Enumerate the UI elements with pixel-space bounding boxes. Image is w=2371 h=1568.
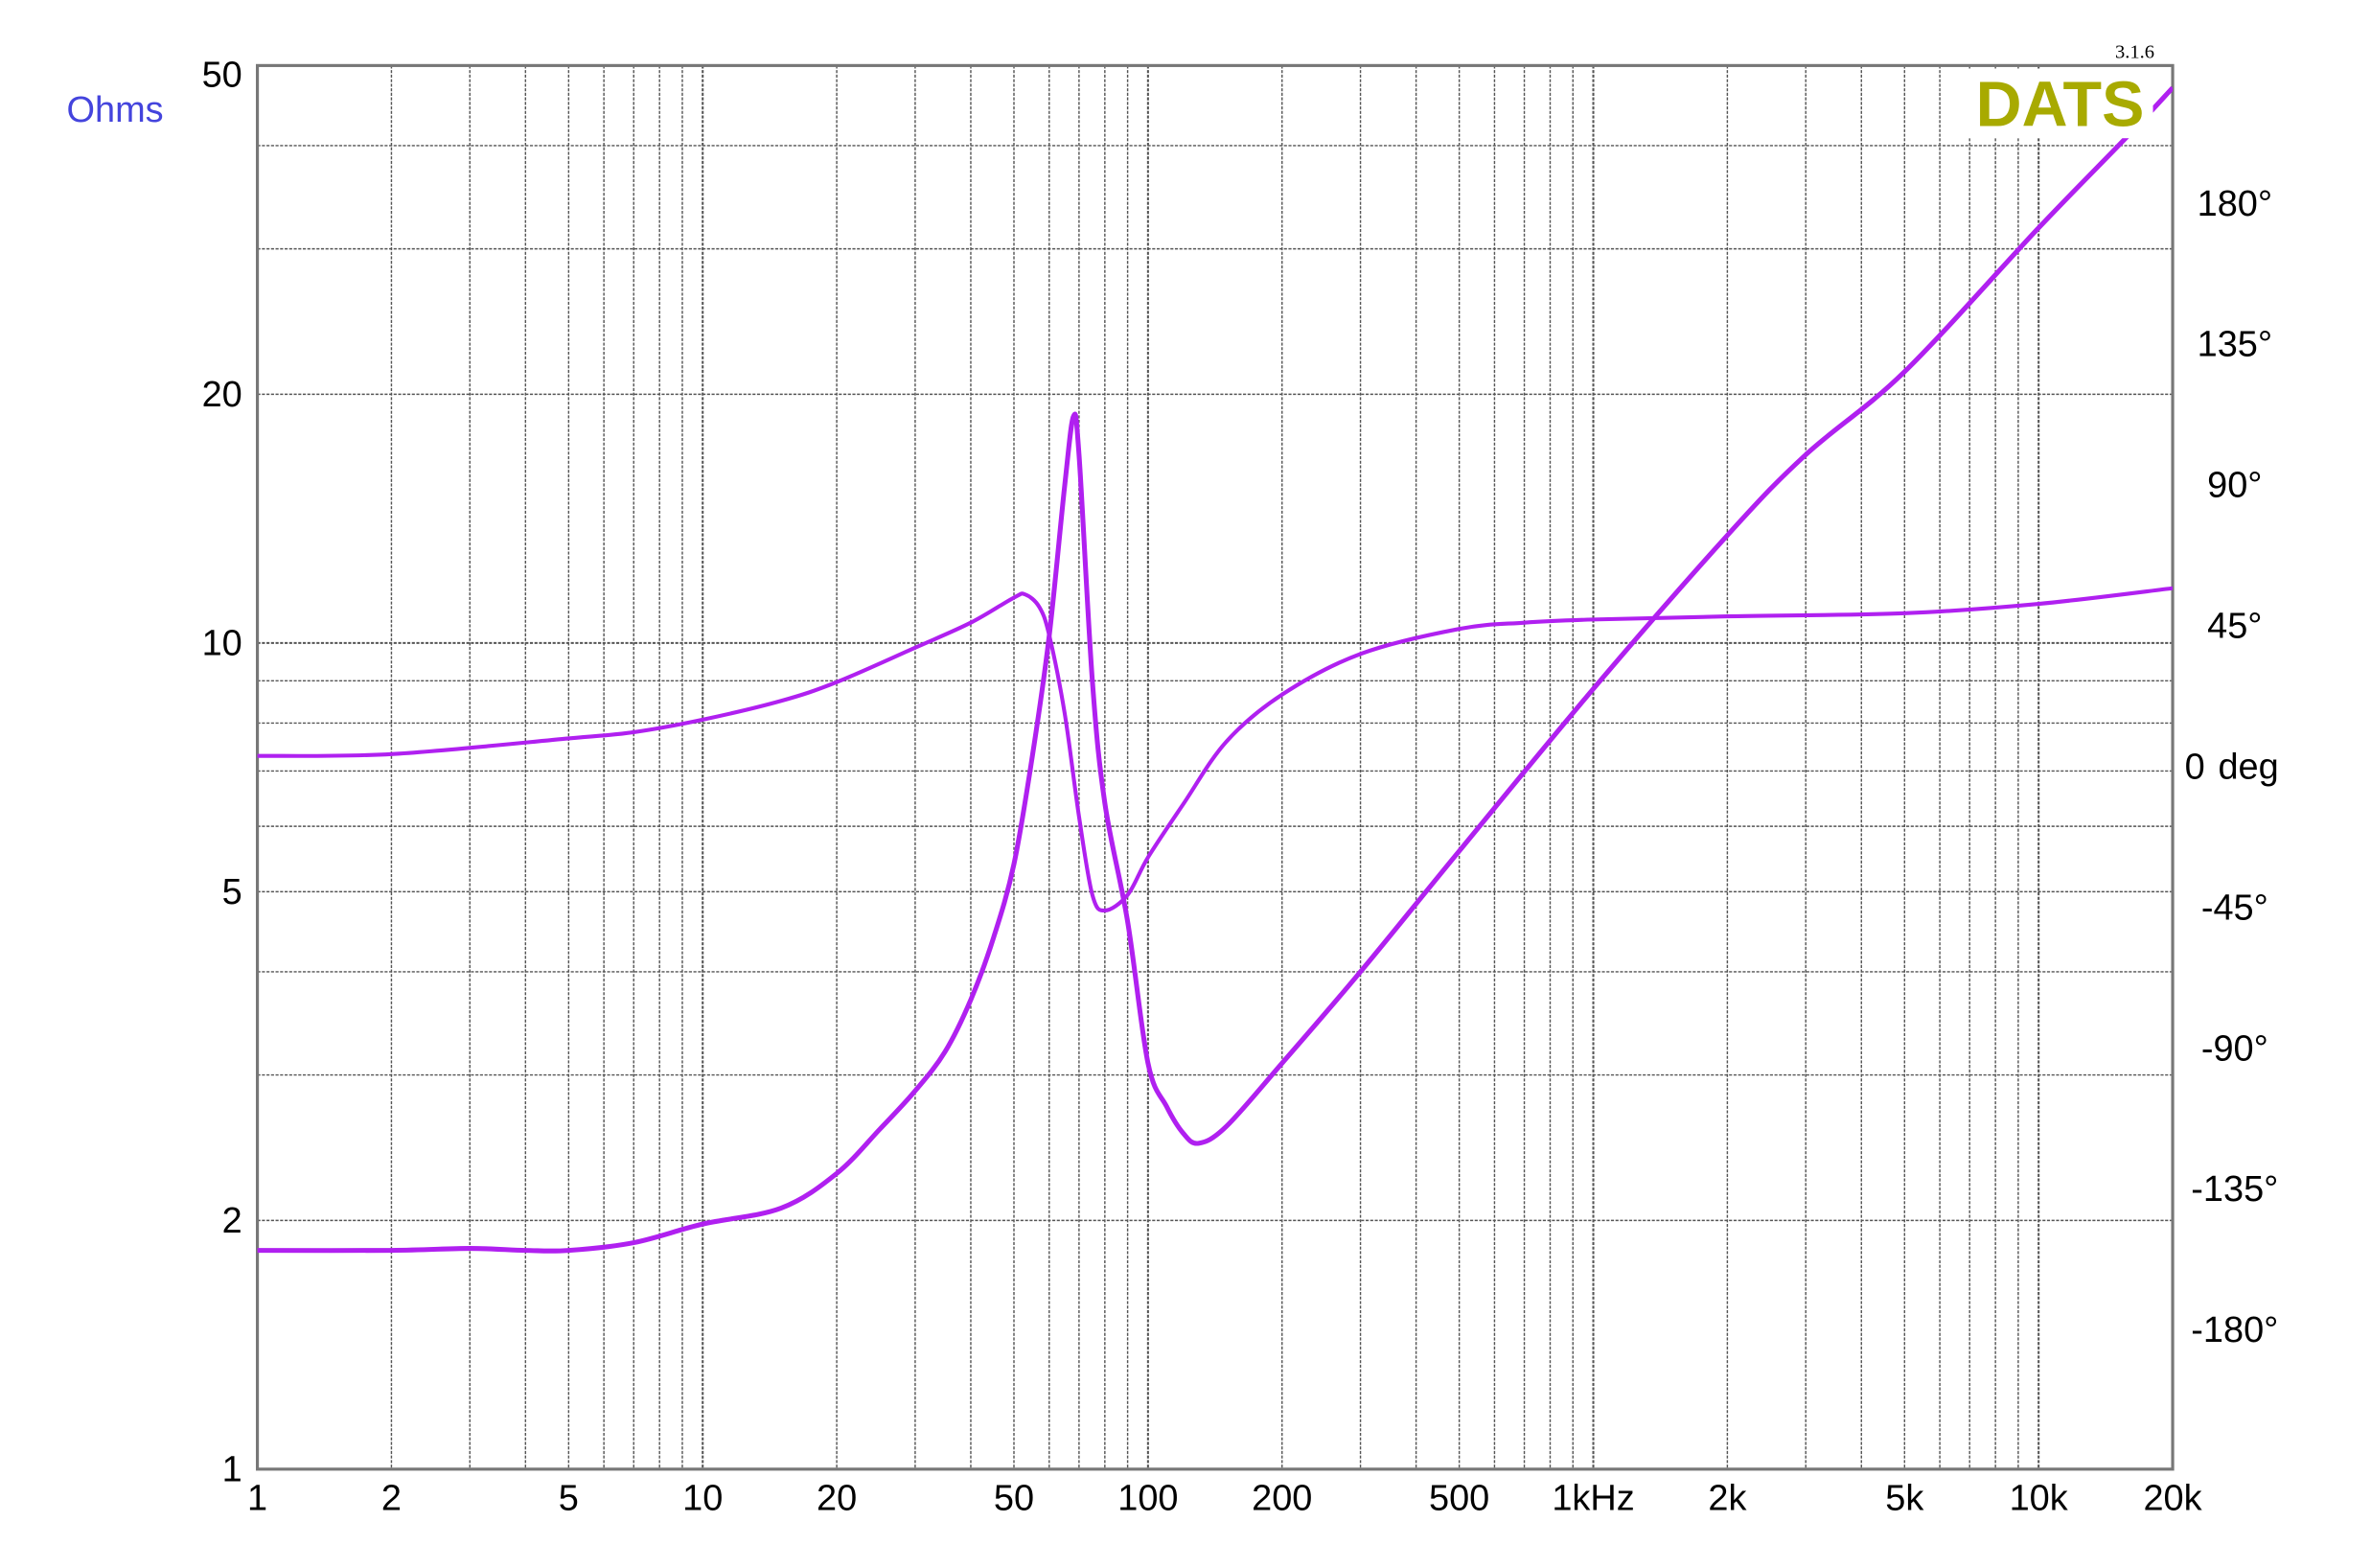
x-tick-label: 100 [1117,1479,1178,1519]
y-right-tick-label: -45° [2201,888,2268,928]
y-left-tick-labels: 50 20 10 5 2 1 [202,55,242,1489]
y-left-tick-label: 2 [222,1201,242,1241]
y-left-tick-label: 10 [202,624,242,664]
plot-frame [255,63,2175,1471]
logo-background [1968,68,2153,139]
x-tick-label: 20 [817,1479,857,1519]
y-left-tick-label: 5 [222,872,242,912]
curves [257,85,2174,1254]
x-tick-label: 10 [682,1479,723,1519]
x-tick-label: 1 [247,1479,267,1519]
x-tick-labels: 1 2 5 10 20 50 100 200 500 1kHz 2k 5k 10k 20k [247,1479,2203,1519]
y-right-tick-label: 135° [2198,325,2272,365]
grid [257,65,2174,1469]
y-right-tick-label: -90° [2201,1028,2268,1069]
y-right-tick-labels: 180° 135° 90° 45° -45° -90° -135° -180° [2191,184,2278,1350]
y-left-axis-label: Ohms [67,90,164,130]
y-right-tick-label: 45° [2207,607,2262,647]
dats-logo: DATS [1976,70,2145,141]
x-tick-label: 50 [994,1479,1034,1519]
y-right-tick-label: -180° [2191,1310,2278,1350]
x-tick-label: 5k [1885,1479,1924,1519]
x-tick-label: 1kHz [1552,1479,1634,1519]
impedance-curve [257,85,2174,1254]
y-right-zero-label: 0 [2185,747,2205,787]
x-tick-label: 20k [2143,1479,2202,1519]
x-tick-label: 5 [559,1479,579,1519]
x-tick-label: 2 [381,1479,402,1519]
y-right-tick-label: 90° [2207,466,2262,506]
y-right-tick-label: 180° [2198,184,2272,224]
x-tick-label: 2k [1708,1479,1747,1519]
y-left-tick-label: 50 [202,55,242,95]
y-right-axis-unit: deg [2218,747,2278,787]
x-tick-label: 200 [1252,1479,1312,1519]
x-tick-label: 10k [2010,1479,2069,1519]
y-left-tick-label: 1 [222,1450,242,1490]
phase-curve [257,586,2174,913]
x-tick-label: 500 [1429,1479,1489,1519]
y-left-tick-label: 20 [202,375,242,415]
y-right-tick-label: -135° [2191,1169,2278,1210]
version-label: 3.1.6 [2115,41,2154,62]
